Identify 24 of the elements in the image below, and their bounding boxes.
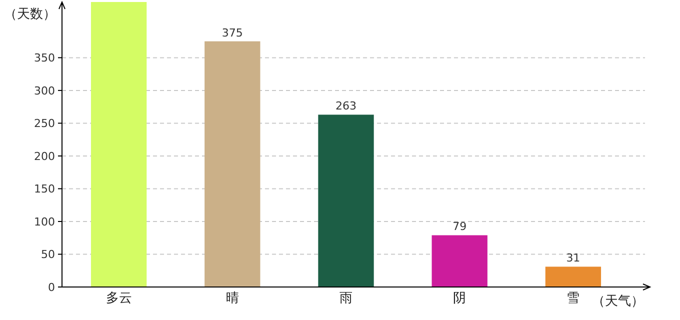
x-tick-label: 晴 — [226, 291, 239, 306]
data-label: 375 — [222, 26, 243, 40]
y-tick-label: 0 — [48, 281, 55, 294]
data-label: 263 — [336, 100, 356, 113]
y-axis-title: （天数） — [4, 7, 56, 22]
data-label: 31 — [566, 252, 580, 265]
y-tick-label: 100 — [34, 215, 55, 228]
y-tick-label: 50 — [41, 248, 55, 262]
data-label: 79 — [452, 220, 467, 234]
y-tick-label: 150 — [34, 182, 55, 196]
x-tick-label: 多云 — [106, 291, 132, 306]
y-tick-label: 200 — [34, 150, 55, 163]
bar — [545, 266, 602, 287]
y-tick-label: 250 — [34, 117, 55, 130]
bar — [318, 114, 374, 287]
x-tick-label: 雨 — [340, 291, 352, 306]
x-axis-title: （天气） — [592, 294, 644, 309]
y-tick-label: 350 — [34, 52, 55, 65]
x-tick-label: 雪 — [566, 291, 580, 306]
bar — [90, 2, 147, 287]
y-tick-label: 300 — [34, 84, 55, 98]
bar — [432, 235, 488, 287]
bar — [204, 41, 260, 287]
x-tick-label: 阴 — [453, 291, 466, 306]
